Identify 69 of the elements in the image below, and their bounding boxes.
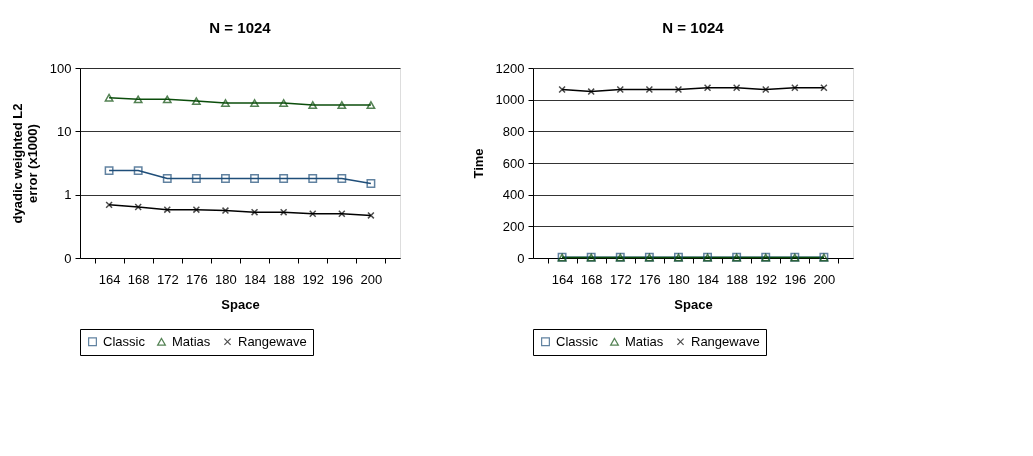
y-tick-label: 800 (502, 123, 525, 139)
point (105, 201, 113, 209)
legend-label: Rangewave (238, 333, 307, 349)
point (221, 206, 230, 215)
point (308, 174, 318, 183)
x-tick-label: 184 (697, 271, 719, 287)
y-tick-label: 1000 (495, 92, 525, 108)
x-tick-label: 196 (331, 271, 354, 287)
y-axis-title: dyadic weighted L2 error (x1000) (9, 103, 40, 224)
x-tick-label: 184 (244, 271, 266, 287)
x-tick-label: 164 (98, 271, 121, 287)
x-tick-label: 164 (551, 271, 574, 287)
legend-label: Matias (172, 333, 211, 349)
x-tick-label: 196 (784, 271, 807, 287)
point (674, 85, 683, 94)
x-tick-label: 180 (668, 271, 690, 287)
x-tick-label: 200 (360, 271, 383, 287)
y-tick-label: 10 (57, 123, 72, 139)
point (192, 205, 201, 214)
x-tick-label: 176 (639, 271, 661, 287)
y-tick-label: 1200 (495, 60, 525, 76)
y-tick-label: 200 (502, 218, 525, 234)
x-tick-label: 188 (273, 271, 295, 287)
x-axis-title: Space (674, 296, 713, 312)
legend-label: Matias (625, 333, 664, 349)
point (337, 174, 347, 183)
y-tick-label: 400 (502, 187, 525, 203)
point (221, 174, 230, 183)
x-tick-label: 168 (127, 271, 150, 287)
x-tick-label: 172 (156, 271, 179, 287)
y-tick-label: 1 (64, 187, 72, 203)
y-tick-label: 0 (64, 250, 72, 266)
y-tick-label: 0 (517, 250, 525, 266)
x-axis-title: Space (221, 296, 260, 312)
y-axis-title: Time (470, 148, 486, 179)
x-tick-label: 200 (813, 271, 836, 287)
y-tick-label: 100 (49, 60, 72, 76)
point (791, 84, 799, 92)
x-tick-label: 192 (302, 271, 325, 287)
point (191, 97, 201, 106)
point (279, 174, 289, 183)
point (191, 174, 201, 183)
x-tick-label: 192 (755, 271, 778, 287)
point (308, 101, 318, 110)
legend-label: Classic (556, 333, 599, 349)
legend-label: Classic (103, 333, 146, 349)
point (162, 174, 172, 183)
x-tick-label: 176 (186, 271, 208, 287)
x-tick-label: 188 (726, 271, 748, 287)
point (104, 166, 114, 176)
point (279, 99, 289, 107)
point (221, 99, 230, 107)
point (133, 166, 143, 176)
point (366, 101, 376, 110)
point (337, 101, 347, 110)
chart-title: N = 1024 (662, 19, 725, 36)
point (104, 93, 114, 102)
legend-label: Rangewave (691, 333, 760, 349)
point (250, 99, 259, 107)
x-tick-label: 180 (215, 271, 237, 287)
point (309, 210, 317, 218)
point (250, 174, 259, 183)
point (162, 95, 172, 104)
point (133, 95, 143, 104)
point (366, 179, 376, 188)
x-tick-label: 172 (609, 271, 632, 287)
x-tick-label: 168 (580, 271, 603, 287)
y-tick-label: 600 (502, 155, 525, 171)
chart-title: N = 1024 (209, 19, 272, 36)
